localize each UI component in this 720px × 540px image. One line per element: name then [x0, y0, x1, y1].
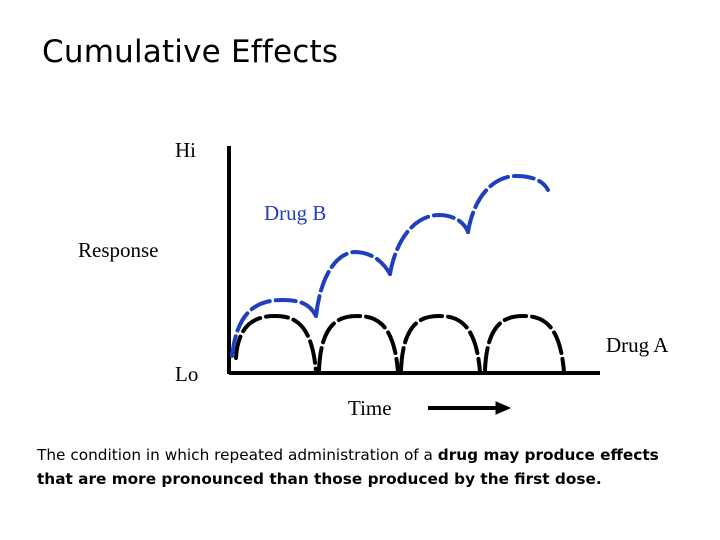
drug-a-dose-3	[399, 313, 482, 374]
drug-b-dose-2	[314, 249, 392, 318]
slide-title: Cumulative Effects	[42, 34, 339, 70]
time-arrow	[428, 401, 512, 415]
y-axis-high-label: Hi	[175, 138, 196, 162]
y-axis-label: Response	[78, 238, 159, 262]
drug-b-dose-4	[466, 173, 550, 234]
x-axis-label: Time	[348, 396, 392, 420]
caption-text: The condition in which repeated administ…	[37, 446, 438, 464]
drug-a-curves	[234, 313, 566, 374]
drug-a-dose-1	[234, 313, 318, 374]
drug-a-dose-4	[483, 313, 566, 374]
drug-b-dose-3	[388, 212, 470, 276]
caption-emphasis: drug may produce effects that are more p…	[37, 446, 659, 488]
drug-a-dose-2	[317, 313, 400, 374]
drug-a-label: Drug A	[606, 333, 669, 357]
y-axis-low-label: Lo	[175, 362, 199, 386]
drug-b-label: Drug B	[264, 201, 327, 225]
definition-caption: The condition in which repeated administ…	[37, 443, 697, 491]
drug-b-dose-1	[230, 297, 318, 358]
drug-b-curves	[230, 173, 550, 358]
